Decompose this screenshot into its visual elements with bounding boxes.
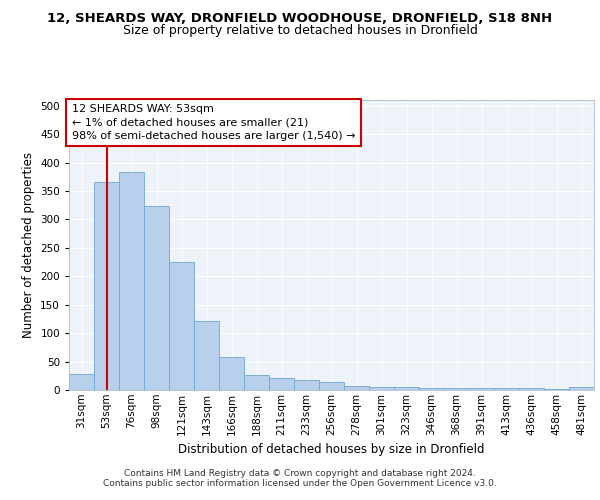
Bar [519, 388, 544, 390]
Text: 12, SHEARDS WAY, DRONFIELD WOODHOUSE, DRONFIELD, S18 8NH: 12, SHEARDS WAY, DRONFIELD WOODHOUSE, DR… [47, 12, 553, 26]
Bar [94, 182, 119, 390]
Text: Size of property relative to detached houses in Dronfield: Size of property relative to detached ho… [122, 24, 478, 37]
Bar [244, 374, 269, 390]
Bar [344, 386, 369, 390]
Bar [544, 389, 569, 390]
Bar [494, 388, 519, 390]
Bar [419, 388, 444, 390]
Bar [269, 378, 294, 390]
Bar [119, 172, 144, 390]
Bar [369, 386, 394, 390]
Bar [319, 382, 344, 390]
X-axis label: Distribution of detached houses by size in Dronfield: Distribution of detached houses by size … [178, 443, 485, 456]
Bar [194, 321, 219, 390]
Bar [569, 387, 594, 390]
Text: Contains public sector information licensed under the Open Government Licence v3: Contains public sector information licen… [103, 478, 497, 488]
Bar [444, 388, 469, 390]
Bar [69, 374, 94, 390]
Text: Contains HM Land Registry data © Crown copyright and database right 2024.: Contains HM Land Registry data © Crown c… [124, 468, 476, 477]
Text: 12 SHEARDS WAY: 53sqm
← 1% of detached houses are smaller (21)
98% of semi-detac: 12 SHEARDS WAY: 53sqm ← 1% of detached h… [71, 104, 355, 141]
Bar [394, 387, 419, 390]
Bar [294, 380, 319, 390]
Bar [219, 357, 244, 390]
Bar [169, 262, 194, 390]
Bar [144, 206, 169, 390]
Y-axis label: Number of detached properties: Number of detached properties [22, 152, 35, 338]
Bar [469, 388, 494, 390]
